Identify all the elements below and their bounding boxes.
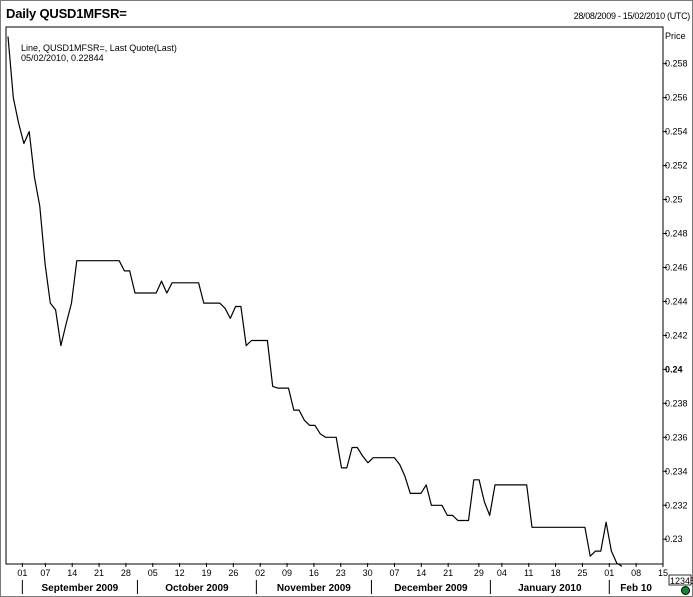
y-tick-label: 0.258: [665, 59, 688, 69]
y-tick-label: 0.244: [665, 296, 688, 306]
x-month-label: January 2010: [518, 583, 582, 594]
x-month-label: Feb 10: [620, 583, 652, 594]
legend-series-label: Line, QUSD1MFSR=, Last Quote(Last): [21, 43, 177, 53]
y-tick-label: 0.248: [665, 229, 688, 239]
x-tick-label: 01: [604, 568, 614, 578]
x-tick-label: 28: [121, 568, 131, 578]
corner-box: [668, 574, 692, 586]
y-tick-label: 0.256: [665, 93, 688, 103]
x-axis: 01 07 14 21 28 05 12 19 26 02 09 16 23 30 07 14 21 29 04 11…: [17, 563, 668, 594]
x-tick-label: 25: [577, 568, 587, 578]
x-month-label: November 2009: [277, 583, 351, 594]
y-tick-label: 0.23: [665, 534, 683, 544]
x-tick-label: 15: [658, 568, 668, 578]
chart-title: Daily QUSD1MFSR=: [6, 6, 127, 21]
x-tick-label: 26: [228, 568, 238, 578]
x-tick-label: 07: [389, 568, 399, 578]
x-tick-label: 01: [17, 568, 27, 578]
x-month-label: September 2009: [42, 583, 119, 594]
x-tick-label: 19: [201, 568, 211, 578]
x-month-label: October 2009: [165, 583, 229, 594]
y-tick-label: 0.232: [665, 500, 688, 510]
x-tick-label: 09: [282, 568, 292, 578]
x-tick-label: 07: [40, 568, 50, 578]
y-tick-label: 0.242: [665, 330, 688, 340]
date-range: 28/08/2009 - 15/02/2010 (UTC): [573, 11, 691, 21]
x-tick-label: 21: [94, 568, 104, 578]
chart-legend: Line, QUSD1MFSR=, Last Quote(Last) 05/02…: [21, 43, 177, 63]
x-month-label: December 2009: [394, 583, 468, 594]
y-tick-label: 0.246: [665, 262, 688, 272]
x-tick-label: 18: [551, 568, 561, 578]
x-tick-label: 14: [67, 568, 77, 578]
corner-box-label: 12345: [670, 576, 693, 586]
status-indicator-icon[interactable]: [681, 586, 690, 595]
y-tick-label: 0.234: [665, 466, 688, 476]
x-tick-label: 05: [148, 568, 158, 578]
y-tick-label: 0.254: [665, 127, 688, 137]
y-tick-label: 0.25: [665, 195, 683, 205]
x-tick-label: 12: [175, 568, 185, 578]
x-tick-label: 21: [443, 568, 453, 578]
series-layer: [7, 36, 623, 567]
y-axis: 0.258 0.256 0.254 0.252 0.25 0.248 0.246 0.244 0…: [663, 59, 688, 544]
x-tick-label: 11: [524, 568, 533, 578]
legend-last-value: 05/02/2010, 0.22844: [21, 53, 104, 63]
x-tick-label: 02: [255, 568, 265, 578]
x-tick-label: 23: [336, 568, 346, 578]
x-tick-label: 04: [497, 568, 507, 578]
y-tick-label: 0.252: [665, 161, 688, 171]
y-axis-title: Price: [665, 31, 686, 41]
x-tick-label: 14: [416, 568, 426, 578]
y-tick-label: 0.238: [665, 398, 688, 408]
y-tick-label: 0.236: [665, 432, 688, 442]
x-tick-label: 16: [309, 568, 319, 578]
x-tick-label: 30: [363, 568, 373, 578]
series-line-qusd1mfsr: [7, 36, 623, 567]
x-tick-label: 08: [631, 568, 641, 578]
y-tick-label: 0.24: [665, 364, 683, 374]
plot-area: [5, 26, 664, 565]
x-tick-label: 29: [474, 568, 484, 578]
